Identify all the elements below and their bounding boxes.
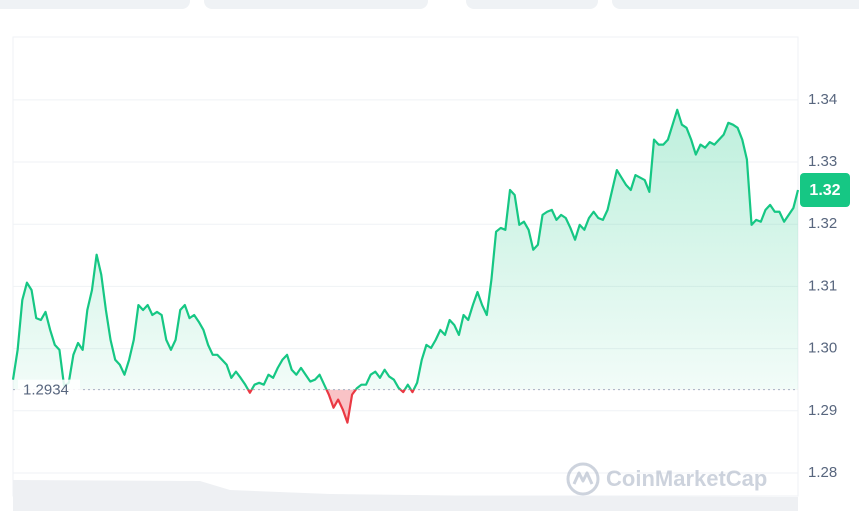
area-up bbox=[13, 109, 798, 390]
last-price-badge bbox=[800, 173, 850, 207]
y-tick-label: 1.28 bbox=[808, 464, 837, 481]
tab[interactable] bbox=[466, 0, 598, 9]
tab[interactable] bbox=[204, 0, 428, 9]
price-line bbox=[11, 108, 800, 424]
plot: 1.2934 bbox=[11, 108, 800, 424]
volume-strip bbox=[13, 480, 798, 511]
y-tick-label: 1.30 bbox=[808, 340, 837, 357]
price-line-up bbox=[11, 108, 800, 390]
y-tick-label: 1.29 bbox=[808, 402, 837, 419]
y-tick-label: 1.32 bbox=[808, 215, 837, 232]
y-tick-label: 1.34 bbox=[808, 91, 837, 108]
watermark: CoinMarketCap bbox=[566, 462, 767, 496]
y-tick-label: 1.33 bbox=[808, 153, 837, 170]
reference-label: 1.2934 bbox=[23, 382, 69, 399]
y-tick-label: 1.31 bbox=[808, 277, 837, 294]
last-price-label: 1.32 bbox=[809, 182, 840, 199]
reference-label-bg bbox=[18, 379, 80, 400]
tab[interactable] bbox=[612, 0, 859, 9]
area-down bbox=[248, 389, 414, 423]
brand: CoinMarketCap bbox=[606, 466, 767, 491]
tab[interactable] bbox=[0, 0, 190, 9]
